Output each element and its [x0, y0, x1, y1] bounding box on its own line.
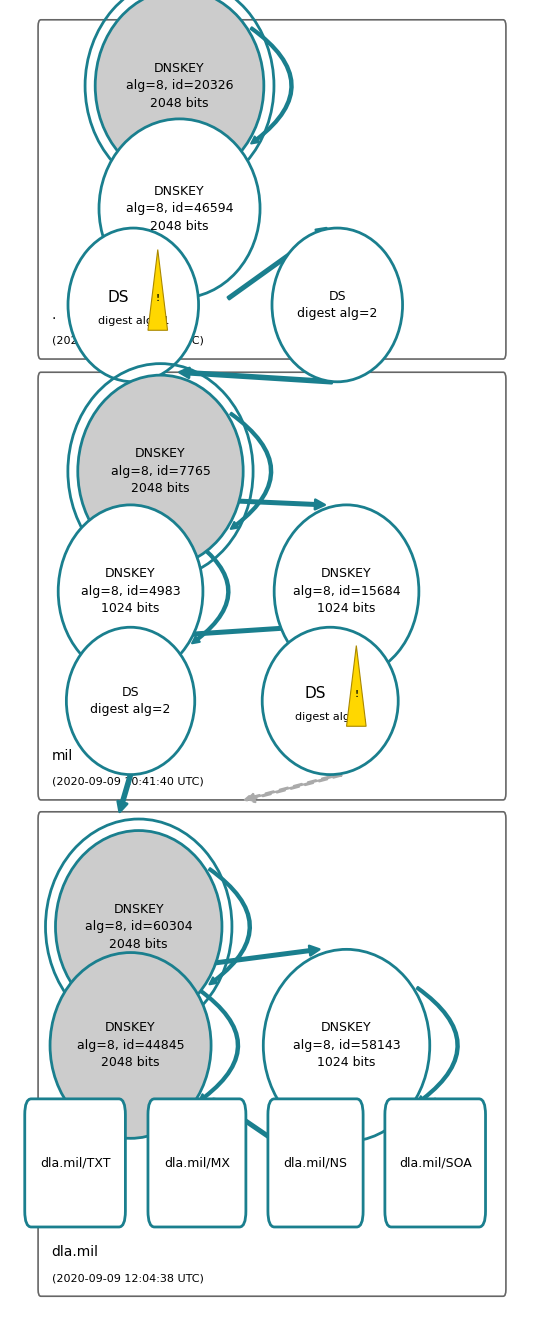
- Text: DS
digest alg=2: DS digest alg=2: [90, 685, 171, 717]
- FancyArrowPatch shape: [175, 119, 184, 182]
- FancyArrowPatch shape: [120, 359, 134, 383]
- Text: DNSKEY
alg=8, id=15684
1024 bits: DNSKEY alg=8, id=15684 1024 bits: [293, 568, 400, 615]
- Ellipse shape: [95, 0, 264, 182]
- FancyArrowPatch shape: [394, 1098, 435, 1142]
- Text: .: .: [52, 308, 56, 322]
- Text: (2020-09-09 10:41:40 UTC): (2020-09-09 10:41:40 UTC): [52, 776, 203, 787]
- FancyBboxPatch shape: [268, 1098, 363, 1228]
- Text: !: !: [354, 690, 358, 700]
- Ellipse shape: [262, 627, 398, 775]
- FancyArrowPatch shape: [199, 989, 239, 1101]
- Text: dla.mil/TXT: dla.mil/TXT: [40, 1156, 110, 1170]
- Text: digest alg=1: digest alg=1: [294, 711, 366, 722]
- Text: dla.mil: dla.mil: [52, 1245, 98, 1259]
- FancyArrowPatch shape: [133, 504, 151, 568]
- FancyArrowPatch shape: [118, 775, 132, 812]
- Text: dla.mil/NS: dla.mil/NS: [283, 1156, 348, 1170]
- FancyArrowPatch shape: [209, 869, 251, 985]
- Text: digest alg=1: digest alg=1: [97, 315, 169, 326]
- Text: DNSKEY
alg=8, id=4983
1024 bits: DNSKEY alg=8, id=4983 1024 bits: [81, 568, 181, 615]
- Ellipse shape: [50, 953, 211, 1138]
- FancyArrowPatch shape: [126, 627, 135, 678]
- Text: DNSKEY
alg=8, id=60304
2048 bits: DNSKEY alg=8, id=60304 2048 bits: [85, 903, 193, 950]
- FancyBboxPatch shape: [38, 372, 506, 800]
- Ellipse shape: [274, 504, 419, 678]
- FancyBboxPatch shape: [38, 20, 506, 359]
- FancyArrowPatch shape: [228, 228, 326, 300]
- FancyArrowPatch shape: [335, 627, 354, 678]
- FancyArrowPatch shape: [185, 623, 298, 636]
- FancyArrowPatch shape: [131, 953, 140, 1023]
- Text: mil: mil: [52, 748, 73, 763]
- FancyBboxPatch shape: [385, 1098, 486, 1228]
- Polygon shape: [347, 645, 366, 726]
- FancyBboxPatch shape: [148, 1098, 246, 1228]
- Polygon shape: [148, 249, 168, 330]
- FancyArrowPatch shape: [213, 1098, 276, 1143]
- Text: (2020-09-09 12:04:38 UTC): (2020-09-09 12:04:38 UTC): [52, 1272, 203, 1283]
- FancyBboxPatch shape: [38, 812, 506, 1296]
- Ellipse shape: [263, 949, 430, 1142]
- FancyArrowPatch shape: [251, 28, 293, 144]
- Text: !: !: [156, 294, 160, 304]
- Text: DNSKEY
alg=8, id=44845
2048 bits: DNSKEY alg=8, id=44845 2048 bits: [77, 1022, 184, 1069]
- FancyArrowPatch shape: [180, 368, 332, 383]
- FancyArrowPatch shape: [245, 774, 341, 803]
- FancyArrowPatch shape: [199, 946, 319, 966]
- Text: (2020-09-09 09:35:47 UTC): (2020-09-09 09:35:47 UTC): [52, 335, 203, 346]
- Ellipse shape: [58, 504, 203, 678]
- Text: DS
digest alg=2: DS digest alg=2: [297, 289, 378, 321]
- Text: DNSKEY
alg=8, id=7765
2048 bits: DNSKEY alg=8, id=7765 2048 bits: [110, 447, 211, 495]
- FancyArrowPatch shape: [191, 539, 230, 643]
- Text: DNSKEY
alg=8, id=58143
1024 bits: DNSKEY alg=8, id=58143 1024 bits: [293, 1022, 400, 1069]
- Text: dla.mil/SOA: dla.mil/SOA: [399, 1156, 472, 1170]
- Text: DNSKEY
alg=8, id=46594
2048 bits: DNSKEY alg=8, id=46594 2048 bits: [126, 185, 233, 232]
- FancyArrowPatch shape: [215, 499, 325, 510]
- FancyArrowPatch shape: [145, 228, 155, 298]
- Text: DS: DS: [304, 685, 326, 701]
- Ellipse shape: [99, 119, 260, 298]
- Text: DNSKEY
alg=8, id=20326
2048 bits: DNSKEY alg=8, id=20326 2048 bits: [126, 62, 233, 110]
- FancyArrowPatch shape: [73, 1098, 88, 1139]
- FancyArrowPatch shape: [230, 413, 273, 529]
- Ellipse shape: [66, 627, 195, 775]
- Ellipse shape: [55, 830, 222, 1023]
- Text: DS: DS: [107, 289, 129, 305]
- Ellipse shape: [272, 228, 403, 381]
- FancyArrowPatch shape: [417, 987, 459, 1104]
- Text: dla.mil/MX: dla.mil/MX: [164, 1156, 230, 1170]
- Ellipse shape: [78, 375, 243, 568]
- FancyBboxPatch shape: [25, 1098, 125, 1228]
- FancyArrowPatch shape: [157, 1098, 191, 1139]
- FancyArrowPatch shape: [316, 1098, 337, 1142]
- Ellipse shape: [68, 228, 199, 381]
